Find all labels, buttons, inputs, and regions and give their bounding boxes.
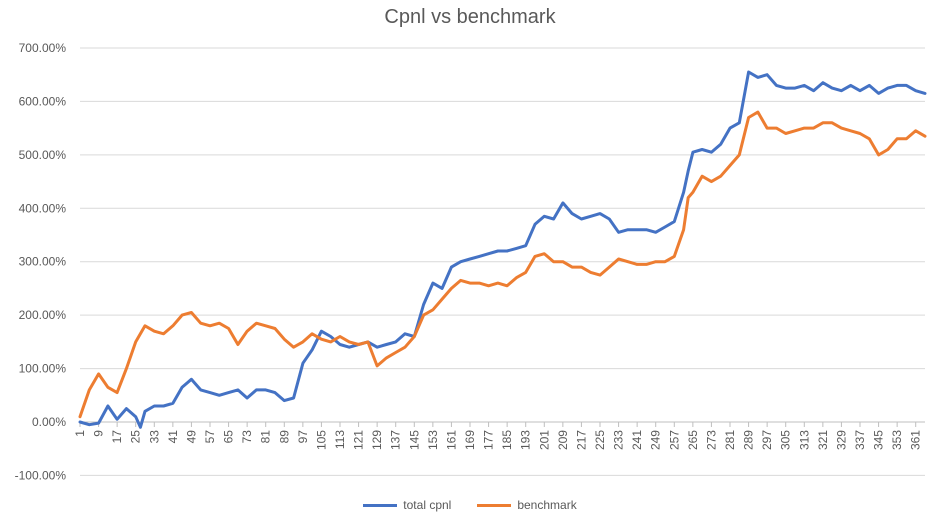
- x-tick-label: 129: [370, 430, 384, 450]
- x-tick-label: 289: [742, 430, 756, 450]
- x-tick-label: 89: [277, 430, 291, 444]
- x-tick-label: 33: [147, 430, 161, 444]
- x-tick-label: 57: [203, 430, 217, 444]
- x-tick-label: 273: [704, 430, 718, 450]
- x-tick-label: 9: [92, 430, 106, 437]
- x-tick-label: 73: [240, 430, 254, 444]
- x-tick-label: 313: [797, 430, 811, 450]
- x-tick-label: 281: [723, 430, 737, 450]
- x-tick-label: 145: [407, 430, 421, 450]
- x-tick-label: 185: [500, 430, 514, 450]
- x-tick-label: 1: [73, 430, 87, 437]
- x-tick-label: 217: [574, 430, 588, 450]
- legend: total cpnl benchmark: [0, 498, 940, 512]
- y-tick-label: 700.00%: [19, 41, 67, 55]
- x-tick-label: 81: [259, 430, 273, 444]
- x-tick-label: 329: [834, 430, 848, 450]
- y-tick-label: 300.00%: [19, 255, 67, 269]
- x-tick-label: 345: [872, 430, 886, 450]
- y-tick-label: 400.00%: [19, 201, 67, 215]
- y-tick-label: -100.00%: [15, 468, 67, 482]
- x-tick-label: 201: [537, 430, 551, 450]
- x-tick-label: 41: [166, 430, 180, 444]
- x-tick-label: 169: [463, 430, 477, 450]
- y-tick-label: 0.00%: [32, 415, 66, 429]
- x-tick-label: 337: [853, 430, 867, 450]
- x-tick-label: 153: [426, 430, 440, 450]
- x-tick-label: 49: [184, 430, 198, 444]
- x-tick-label: 257: [667, 430, 681, 450]
- x-tick-label: 297: [760, 430, 774, 450]
- x-tick-label: 97: [296, 430, 310, 444]
- series-line-benchmark: [78, 110, 927, 419]
- x-tick-label: 225: [593, 430, 607, 450]
- series-line-total-cpnl: [78, 70, 927, 429]
- x-tick-label: 305: [779, 430, 793, 450]
- legend-swatch-total-cpnl: [363, 503, 398, 507]
- x-tick-label: 241: [630, 430, 644, 450]
- y-tick-label: 600.00%: [19, 94, 67, 108]
- x-tick-label: 209: [556, 430, 570, 450]
- x-tick-label: 249: [649, 430, 663, 450]
- legend-swatch-benchmark: [477, 503, 512, 507]
- series-lines: [78, 70, 927, 429]
- x-tick-label: 113: [333, 430, 347, 449]
- x-tick-label: 17: [110, 430, 124, 444]
- x-tick-label: 121: [352, 430, 366, 450]
- y-tick-label: 100.00%: [19, 362, 67, 376]
- x-tick-label: 65: [222, 430, 236, 444]
- chart-title: Cpnl vs benchmark: [384, 6, 556, 28]
- x-tick-label: 233: [612, 430, 626, 450]
- legend-item-total-cpnl: total cpnl: [363, 498, 451, 512]
- legend-label-total-cpnl: total cpnl: [403, 498, 452, 512]
- x-tick-label: 193: [519, 430, 533, 450]
- legend-label-benchmark: benchmark: [517, 498, 577, 512]
- x-tick-label: 265: [686, 430, 700, 450]
- y-tick-label: 200.00%: [19, 308, 67, 322]
- x-tick-label: 361: [909, 430, 923, 450]
- x-tick-label: 25: [129, 430, 143, 444]
- y-tick-label: 500.00%: [19, 148, 67, 162]
- x-axis-ticks: 1 9 17 25 33 41 49 57 65 73 81 89 97 105 113 121 129 137 1…: [73, 421, 925, 450]
- x-tick-label: 353: [890, 430, 904, 450]
- legend-item-benchmark: benchmark: [477, 498, 577, 512]
- x-tick-label: 105: [314, 430, 328, 450]
- x-tick-label: 177: [482, 430, 496, 450]
- x-tick-label: 321: [816, 430, 830, 450]
- gridlines: [80, 47, 925, 476]
- x-tick-label: 137: [389, 430, 403, 450]
- y-axis-ticks: 700.00% 600.00% 500.00% 400.00% 300.00% 200.0…: [15, 41, 67, 482]
- x-tick-label: 161: [444, 430, 458, 450]
